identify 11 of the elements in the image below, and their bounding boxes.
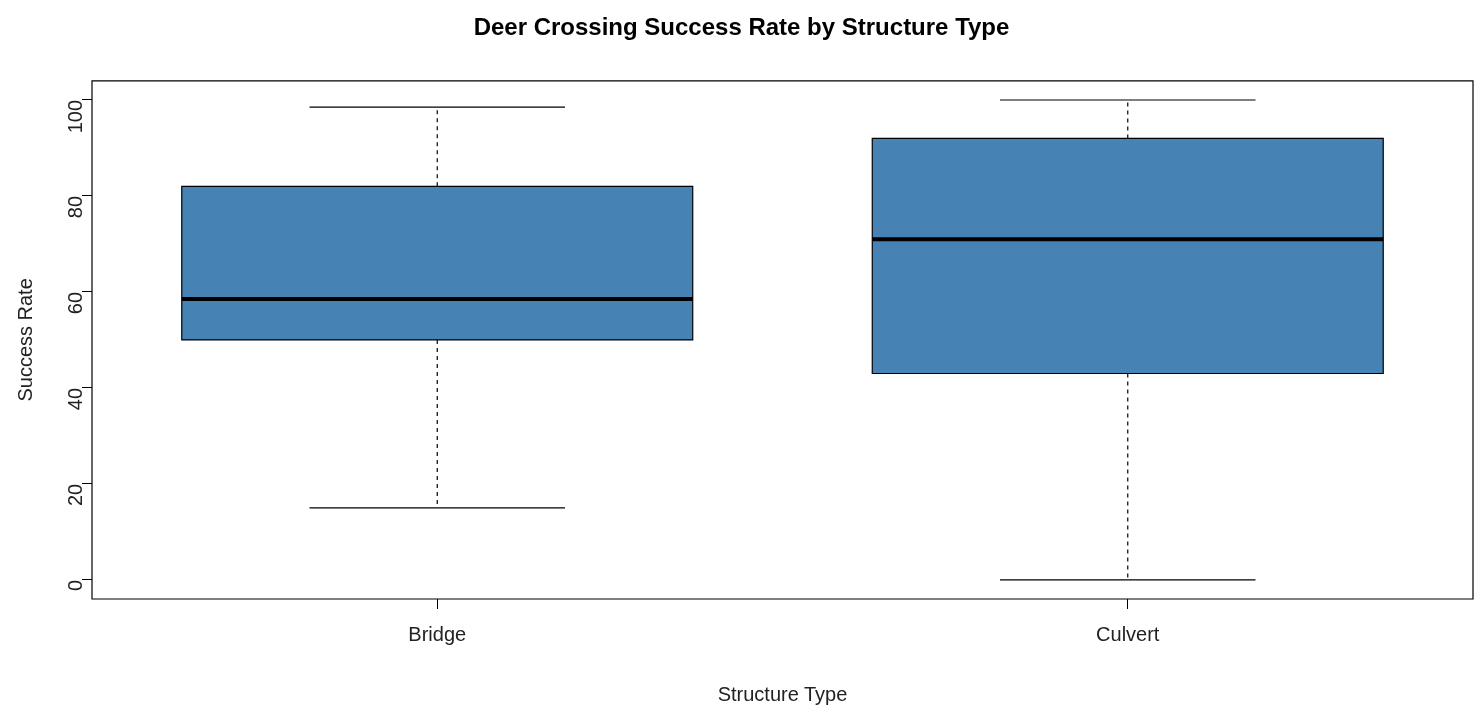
y-tick-label: 40 bbox=[63, 387, 86, 411]
y-tick-label: 80 bbox=[63, 195, 86, 219]
y-tick-label: 100 bbox=[63, 99, 86, 134]
x-tick-label: Bridge bbox=[408, 622, 467, 645]
chart-title: Deer Crossing Success Rate by Structure Type bbox=[473, 13, 1010, 41]
y-tick-label: 0 bbox=[63, 579, 86, 591]
x-axis-title: Structure Type bbox=[717, 682, 848, 705]
y-tick-label: 60 bbox=[63, 291, 86, 315]
y-axis-title: Success Rate bbox=[13, 278, 36, 402]
y-tick-label: 20 bbox=[63, 483, 86, 507]
x-tick-label: Culvert bbox=[1096, 622, 1160, 645]
